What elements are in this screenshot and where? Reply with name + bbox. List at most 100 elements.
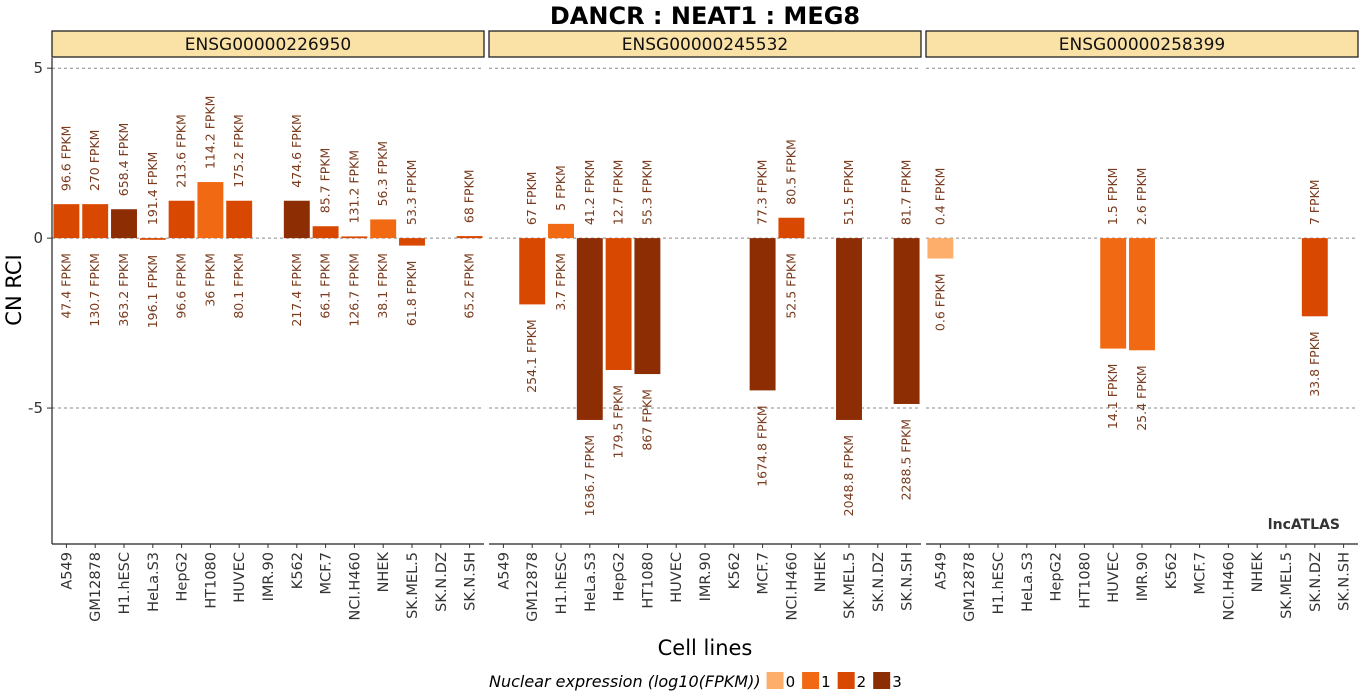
x-tick-label: GM12878: [962, 552, 978, 622]
x-tick-label: SK.N.SH: [1337, 552, 1353, 611]
data-label-top: 114.2 FPKM: [202, 96, 217, 169]
x-tick-label: HT1080: [1077, 552, 1093, 609]
data-label-bottom: 196.1 FPKM: [145, 255, 160, 328]
legend-swatch: [802, 672, 820, 689]
x-tick-label: HepG2: [612, 552, 628, 602]
legend-swatch: [873, 672, 891, 689]
x-tick-label: A549: [59, 552, 75, 590]
legend-swatch: [766, 672, 784, 689]
data-label-top: 55.3 FPKM: [639, 160, 654, 226]
x-axis-title: Cell lines: [658, 636, 753, 660]
data-label-top: 81.7 FPKM: [899, 160, 914, 226]
bar-IMR.90: [1129, 238, 1155, 351]
data-label-top: 80.5 FPKM: [783, 139, 798, 205]
bar-HeLa.S3: [139, 238, 166, 240]
bar-SK.N.SH: [893, 238, 920, 404]
data-label-top: 1.5 FPKM: [1105, 168, 1120, 226]
x-tick-label: H1.hESC: [554, 552, 570, 614]
data-label-bottom: 25.4 FPKM: [1134, 365, 1149, 431]
facet-strip: [51, 30, 485, 58]
x-tick-label: IMR.90: [261, 552, 277, 601]
facet-ENSG00000245532: ENSG00000245532 A549 GM12878 H1.hESC HeLa.S3…: [488, 30, 922, 622]
bar-HUVEC: [1100, 238, 1127, 349]
data-label-top: 68 FPKM: [462, 169, 477, 223]
x-tick-label: NHEK: [813, 552, 829, 593]
data-label-top: 7 FPKM: [1307, 179, 1322, 225]
bar-MCF.7: [749, 238, 776, 391]
bar-H1.hESC: [548, 223, 574, 239]
x-tick-label: HUVEC: [669, 552, 685, 603]
x-tick-label: SK.N.DZ: [871, 552, 887, 612]
x-tick-label: SK.N.SH: [900, 552, 916, 611]
bar-HepG2: [605, 238, 632, 370]
data-label-bottom: 80.1 FPKM: [231, 253, 246, 319]
x-tick-label: SK.N.DZ: [434, 552, 450, 612]
data-label-bottom: 66.1 FPKM: [318, 253, 333, 319]
data-label-top: 5 FPKM: [553, 165, 568, 211]
x-tick-label: SK.MEL.5: [1279, 552, 1295, 619]
data-label-bottom: 217.4 FPKM: [289, 253, 304, 326]
x-tick-label: HepG2: [175, 552, 191, 602]
data-label-top: 270 FPKM: [87, 130, 102, 192]
facet-ENSG00000258399: ENSG00000258399 A549 GM12878 H1.hESC HeLa.S3…: [925, 30, 1359, 622]
facet-strip-label: ENSG00000258399: [1059, 35, 1225, 55]
legend: Nuclear expression (log10(FPKM)) 0 1 2 3: [489, 672, 902, 691]
data-label-top: 175.2 FPKM: [231, 114, 246, 187]
data-label-bottom: 47.4 FPKM: [58, 253, 73, 319]
x-tick-label: NCI.H460: [347, 552, 363, 620]
y-axis: 5 0 -5: [28, 58, 53, 544]
bar-NCI.H460: [341, 236, 368, 239]
data-label-top: 85.7 FPKM: [318, 148, 333, 214]
data-label-top: 51.5 FPKM: [841, 160, 856, 226]
data-label-top: 41.2 FPKM: [582, 160, 597, 226]
y-tick-label: -5: [28, 399, 43, 417]
chart-title: DANCR : NEAT1 : MEG8: [550, 2, 860, 30]
x-tick-label: A549: [933, 552, 949, 590]
data-label-bottom: 254.1 FPKM: [524, 319, 539, 392]
data-label-bottom: 2288.5 FPKM: [899, 419, 914, 500]
data-label-bottom: 867 FPKM: [639, 389, 654, 451]
data-label-bottom: 130.7 FPKM: [87, 253, 102, 326]
data-label-bottom: 2048.8 FPKM: [841, 435, 856, 516]
x-tick-label: A549: [496, 552, 512, 590]
x-tick-label: MCF.7: [319, 552, 335, 594]
data-label-top: 2.6 FPKM: [1134, 168, 1149, 226]
legend-title: Nuclear expression (log10(FPKM)): [489, 672, 761, 691]
data-label-top: 56.3 FPKM: [375, 141, 390, 207]
facets: ENSG00000226950 A549 GM12878 H1.hESC HeLa.S3…: [51, 30, 1359, 622]
x-tick-label: HeLa.S3: [1020, 552, 1036, 612]
bar-NCI.H460: [778, 217, 805, 239]
x-tick-label: NCI.H460: [784, 552, 800, 620]
data-label-bottom: 65.2 FPKM: [462, 253, 477, 319]
data-label-bottom: 363.2 FPKM: [116, 253, 131, 326]
x-tick-label: GM12878: [88, 552, 104, 622]
bar-SK.MEL.5: [399, 238, 425, 246]
x-tick-label: H1.hESC: [991, 552, 1007, 614]
bar-SK.N.SH: [456, 236, 483, 239]
x-tick-label: HeLa.S3: [146, 552, 162, 612]
data-label-bottom: 3.7 FPKM: [553, 253, 568, 311]
x-tick-label: NHEK: [376, 552, 392, 593]
x-tick-label: SK.MEL.5: [405, 552, 421, 619]
data-label-bottom: 33.8 FPKM: [1307, 331, 1322, 397]
x-tick-label: MCF.7: [756, 552, 772, 594]
legend-label: 3: [892, 673, 902, 691]
x-tick-label: HT1080: [203, 552, 219, 609]
data-label-top: 12.7 FPKM: [611, 160, 626, 226]
legend-swatch: [837, 672, 855, 689]
data-label-bottom: 1636.7 FPKM: [582, 435, 597, 516]
x-tick-label: K562: [727, 552, 743, 589]
x-tick-label: NHEK: [1250, 552, 1266, 593]
x-tick-label: SK.N.DZ: [1308, 552, 1324, 612]
data-label-top: 131.2 FPKM: [346, 150, 361, 223]
legend-label: 0: [786, 673, 796, 691]
x-tick-label: SK.MEL.5: [842, 552, 858, 619]
x-tick-label: HT1080: [640, 552, 656, 609]
bar-NHEK: [370, 219, 397, 239]
data-label-bottom: 0.6 FPKM: [932, 274, 947, 332]
x-tick-label: SK.N.SH: [463, 552, 479, 611]
bar-HT1080: [197, 182, 224, 239]
x-tick-label: K562: [290, 552, 306, 589]
legend-items: 0 1 2 3: [766, 672, 902, 691]
x-tick-label: K562: [1164, 552, 1180, 589]
